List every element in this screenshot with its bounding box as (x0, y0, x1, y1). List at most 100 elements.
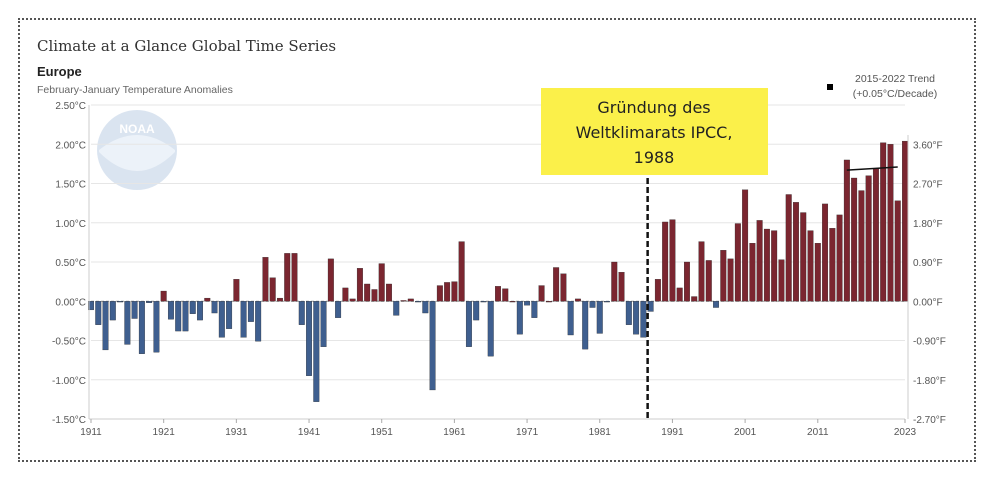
bar-1927 (204, 297, 211, 302)
x-tick-label: 2001 (734, 427, 757, 438)
bar-1933 (247, 301, 254, 322)
bar-1925 (189, 301, 196, 314)
bar-1995 (698, 241, 705, 302)
y-tick-label: -0.50°C (52, 337, 86, 348)
bar-2008 (793, 202, 799, 302)
bar-2011 (814, 243, 821, 302)
bar-1969 (509, 301, 516, 303)
x-tick-label: 1981 (589, 427, 612, 438)
x-tick-label: 1931 (225, 427, 248, 438)
y-tick-label: -1.00°C (52, 376, 86, 387)
y-tick-label: 2.00°C (55, 140, 86, 151)
y2-tick-label: 0.00°F (913, 297, 943, 308)
bar-2017 (858, 190, 865, 302)
y2-tick-label: 3.60°F (913, 140, 943, 151)
bar-1932 (240, 301, 247, 338)
bar-1951 (378, 263, 385, 302)
bar-2012 (822, 203, 829, 302)
bar-1917 (131, 301, 138, 319)
bar-1946 (342, 287, 349, 302)
x-tick-label: 1991 (661, 427, 684, 438)
bar-2015 (843, 159, 850, 302)
bar-1982 (604, 301, 610, 303)
bar-2005 (771, 230, 778, 302)
bar-1975 (553, 267, 560, 302)
bar-1952 (386, 283, 392, 302)
bar-1979 (582, 301, 589, 350)
bar-1958 (429, 301, 436, 391)
bar-2013 (829, 228, 836, 302)
legend-trend-rate: (+0.05°C/Decade) (853, 88, 937, 100)
bar-2016 (851, 177, 858, 302)
annotation-box (541, 88, 768, 175)
bar-1911 (88, 301, 94, 311)
bar-1922 (167, 301, 174, 320)
bar-1924 (182, 301, 189, 332)
y-tick-label: 0.00°C (55, 297, 86, 308)
noaa-logo: NOAA (97, 110, 177, 190)
bar-1929 (218, 301, 225, 338)
bar-1921 (160, 290, 167, 302)
bar-2003 (756, 220, 763, 302)
bar-2007 (785, 194, 792, 302)
bar-1961 (451, 281, 458, 302)
ipcc-annotation: Gründung des Weltklimarats IPCC, 1988 (541, 88, 768, 419)
bar-1980 (589, 301, 596, 308)
bar-1965 (480, 301, 487, 303)
bar-1998 (720, 250, 727, 302)
bar-1949 (364, 283, 371, 302)
bar-1962 (458, 241, 465, 302)
bar-1974 (545, 301, 552, 303)
bar-1914 (109, 301, 116, 321)
y-tick-label: 2.50°C (55, 101, 86, 112)
bar-1939 (291, 253, 298, 302)
x-tick-label: 2023 (894, 427, 917, 438)
bar-1984 (618, 272, 625, 302)
x-tick-label: 1961 (443, 427, 466, 438)
bar-1992 (676, 287, 683, 302)
bar-1966 (487, 301, 494, 357)
logo-text: NOAA (119, 122, 155, 136)
bar-1971 (524, 301, 531, 306)
bar-1915 (117, 301, 124, 303)
x-tick-label: 2011 (807, 427, 829, 438)
y-tick-label: 0.50°C (55, 258, 86, 269)
bar-2004 (763, 228, 770, 302)
bar-2020 (880, 142, 887, 302)
bar-1967 (495, 286, 501, 302)
bar-1948 (356, 268, 363, 302)
y-tick-label: 1.50°C (55, 180, 86, 191)
bar-1918 (138, 301, 145, 354)
bar-1976 (560, 273, 567, 302)
x-tick-label: 1941 (298, 427, 321, 438)
bar-1947 (349, 298, 356, 302)
bar-1968 (502, 288, 509, 302)
x-tick-label: 1911 (80, 427, 102, 438)
bar-1986 (633, 301, 640, 335)
x-tick-label: 1921 (153, 427, 176, 438)
annotation-line-2: Weltklimarats IPCC, (576, 123, 733, 142)
bar-1963 (465, 301, 472, 347)
y2-tick-label: -2.70°F (913, 415, 946, 426)
bar-1942 (313, 301, 320, 402)
bar-1916 (124, 301, 131, 345)
chart-title: Climate at a Glance Global Time Series (37, 37, 336, 55)
y2-tick-label: 2.70°F (913, 180, 943, 191)
y-tick-label: -1.50°C (52, 415, 86, 426)
y2-tick-label: 0.90°F (913, 258, 943, 269)
y2-tick-label: -1.80°F (913, 376, 946, 387)
bar-1997 (713, 301, 719, 308)
bar-2000 (734, 223, 741, 302)
region-label: Europe (37, 64, 82, 79)
bar-1940 (298, 301, 305, 325)
bar-1931 (233, 279, 240, 302)
bar-1970 (516, 301, 523, 335)
bar-1994 (691, 296, 698, 302)
bar-1941 (306, 301, 312, 376)
bar-1972 (531, 301, 538, 318)
bar-1981 (596, 301, 603, 334)
y2-tick-label: 1.80°F (913, 219, 943, 230)
bar-1983 (611, 261, 618, 302)
bar-1938 (284, 253, 291, 302)
